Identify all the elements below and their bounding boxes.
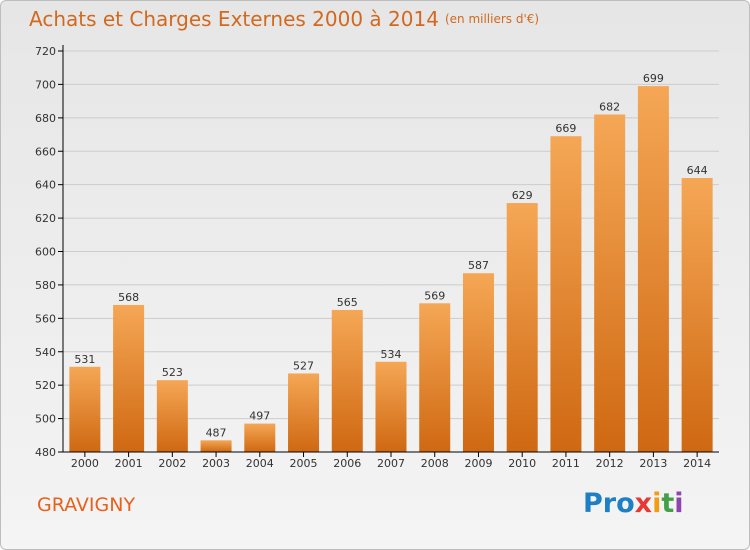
x-tick-label: 2002 xyxy=(158,457,186,470)
bar xyxy=(681,177,713,452)
bars xyxy=(69,86,713,453)
y-tick-label: 660 xyxy=(35,145,56,158)
data-label: 523 xyxy=(162,366,183,379)
bar xyxy=(550,136,582,452)
x-tick-label: 2008 xyxy=(421,457,449,470)
y-tick-label: 600 xyxy=(35,246,56,259)
bar xyxy=(244,423,276,452)
chart-title-text: Achats et Charges Externes 2000 à 2014 xyxy=(29,7,439,31)
chart-title-unit: (en milliers d'€) xyxy=(444,12,540,26)
x-tick-label: 2005 xyxy=(290,457,318,470)
chart-title: Achats et Charges Externes 2000 à 2014 (e… xyxy=(29,7,539,31)
data-label: 487 xyxy=(206,426,227,439)
x-tick-label: 2014 xyxy=(683,457,711,470)
data-label: 565 xyxy=(337,296,358,309)
y-tick-label: 620 xyxy=(35,212,56,225)
y-tick-label: 640 xyxy=(35,179,56,192)
labels: 480 500 520 540 560 580 600 620 640 660 680 700 720 5… xyxy=(35,45,711,470)
bar xyxy=(200,440,232,452)
bar xyxy=(156,380,188,452)
x-tick-label: 2013 xyxy=(639,457,667,470)
y-tick-label: 720 xyxy=(35,45,56,58)
y-tick-label: 480 xyxy=(35,446,56,459)
y-tick-label: 540 xyxy=(35,346,56,359)
bar xyxy=(69,366,101,452)
x-tick-label: 2001 xyxy=(115,457,143,470)
x-tick-label: 2003 xyxy=(202,457,230,470)
y-tick-label: 700 xyxy=(35,78,56,91)
x-tick-label: 2012 xyxy=(596,457,624,470)
y-tick-label: 680 xyxy=(35,112,56,125)
data-label: 568 xyxy=(118,291,139,304)
bar xyxy=(637,86,669,453)
data-label: 699 xyxy=(643,72,664,85)
x-tick-label: 2000 xyxy=(71,457,99,470)
data-label: 569 xyxy=(424,289,445,302)
x-tick-label: 2011 xyxy=(552,457,580,470)
bar xyxy=(594,114,626,452)
y-tick-label: 500 xyxy=(35,413,56,426)
data-label: 534 xyxy=(381,348,402,361)
bar xyxy=(419,303,451,452)
bar xyxy=(375,361,407,452)
data-label: 587 xyxy=(468,259,489,272)
x-tick-label: 2004 xyxy=(246,457,274,470)
bar xyxy=(462,273,494,452)
x-tick-label: 2006 xyxy=(333,457,361,470)
bar xyxy=(113,304,145,452)
data-label: 644 xyxy=(687,164,708,177)
proxiti-logo: Proxiti xyxy=(583,488,684,519)
y-tick-label: 560 xyxy=(35,312,56,325)
data-label: 497 xyxy=(249,410,270,423)
bar xyxy=(288,373,320,452)
x-tick-label: 2007 xyxy=(377,457,405,470)
data-label: 527 xyxy=(293,359,314,372)
bar xyxy=(506,203,538,452)
x-tick-label: 2009 xyxy=(464,457,492,470)
commune-name: GRAVIGNY xyxy=(37,494,136,516)
data-label: 669 xyxy=(555,122,576,135)
x-tick-label: 2010 xyxy=(508,457,536,470)
data-label: 531 xyxy=(74,353,95,366)
axes xyxy=(58,45,719,457)
data-label: 682 xyxy=(599,100,620,113)
y-tick-label: 520 xyxy=(35,379,56,392)
data-label: 629 xyxy=(512,189,533,202)
bar xyxy=(331,309,363,452)
y-tick-label: 580 xyxy=(35,279,56,292)
